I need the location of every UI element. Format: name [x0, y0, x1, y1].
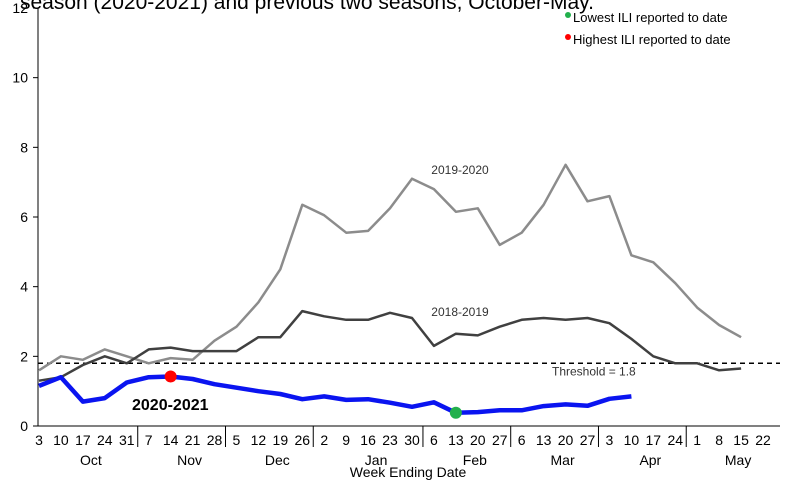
chart-title: season (2020-2021) and previous two seas… — [20, 0, 594, 14]
series-label: 2018-2019 — [431, 305, 489, 319]
x-tick-label: 6 — [430, 432, 438, 448]
x-tick-label: 7 — [145, 432, 153, 448]
x-tick-label: 16 — [360, 432, 376, 448]
legend-dot — [565, 12, 571, 18]
legend-label: Highest ILI reported to date — [573, 32, 731, 47]
x-tick-label: 3 — [35, 432, 43, 448]
x-tick-label: 2 — [320, 432, 328, 448]
x-tick-label: 1 — [693, 432, 701, 448]
x-tick-label: 10 — [624, 432, 640, 448]
series-line — [38, 309, 742, 382]
x-tick-label: 13 — [448, 432, 464, 448]
x-tick-label: 14 — [163, 432, 179, 448]
x-tick-label: 3 — [606, 432, 614, 448]
x-tick-label: 20 — [558, 432, 574, 448]
x-tick-label: 9 — [342, 432, 350, 448]
month-label: Jan — [365, 452, 388, 468]
x-tick-label: 26 — [294, 432, 310, 448]
x-tick-label: 12 — [251, 432, 267, 448]
x-tick-label: 27 — [492, 432, 508, 448]
x-tick-label: 5 — [233, 432, 241, 448]
legend-label: Lowest ILI reported to date — [573, 10, 728, 25]
x-tick-label: 15 — [733, 432, 749, 448]
x-tick-label: 30 — [404, 432, 420, 448]
month-label: Mar — [551, 452, 575, 468]
x-tick-label: 20 — [470, 432, 486, 448]
y-tick-label: 8 — [20, 139, 28, 155]
y-tick-label: 6 — [20, 209, 28, 225]
month-label: Feb — [463, 452, 487, 468]
x-tick-label: 21 — [185, 432, 201, 448]
x-tick-label: 6 — [518, 432, 526, 448]
x-tick-label: 13 — [536, 432, 552, 448]
x-tick-label: 24 — [97, 432, 113, 448]
legend-dot — [565, 34, 571, 40]
x-tick-label: 10 — [53, 432, 69, 448]
x-tick-label: 8 — [715, 432, 723, 448]
x-tick-label: 22 — [755, 432, 771, 448]
month-label: May — [725, 452, 751, 468]
y-tick-label: 2 — [20, 348, 28, 364]
month-label: Dec — [265, 452, 290, 468]
series-line — [38, 163, 742, 372]
month-label: Apr — [639, 452, 661, 468]
x-tick-label: 27 — [580, 432, 596, 448]
x-tick-label: 23 — [382, 432, 398, 448]
x-tick-label: 19 — [273, 432, 289, 448]
y-tick-label: 4 — [20, 279, 28, 295]
series-label: 2019-2020 — [431, 163, 489, 177]
series-label: 2020-2021 — [132, 397, 209, 414]
x-tick-label: 31 — [119, 432, 135, 448]
series-line — [38, 374, 632, 416]
x-tick-label: 28 — [207, 432, 223, 448]
x-tick-label: 17 — [75, 432, 91, 448]
month-label: Nov — [177, 452, 202, 468]
x-axis-title: Week Ending Date — [350, 464, 467, 480]
x-tick-label: 17 — [646, 432, 662, 448]
y-tick-label: 12 — [12, 0, 28, 16]
x-tick-label: 24 — [667, 432, 683, 448]
extreme-marker — [164, 370, 177, 383]
y-tick-label: 0 — [20, 418, 28, 434]
extreme-marker — [449, 406, 462, 419]
month-label: Oct — [80, 452, 102, 468]
threshold-label: Threshold = 1.8 — [552, 364, 636, 378]
y-tick-label: 10 — [12, 70, 28, 86]
